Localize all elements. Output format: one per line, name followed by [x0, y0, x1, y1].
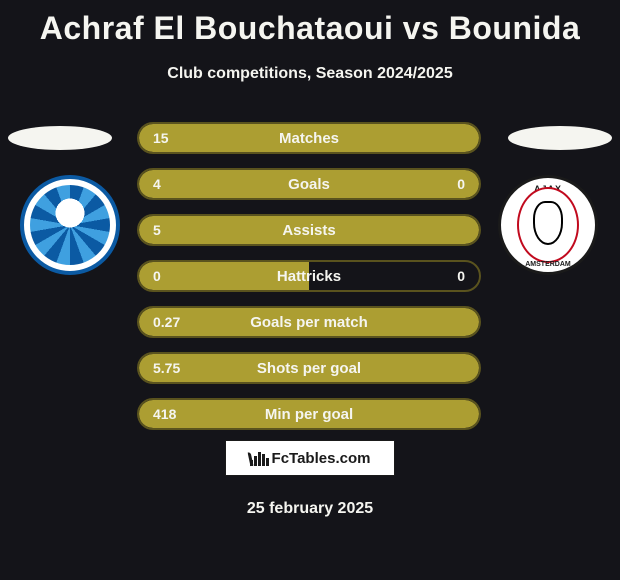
- stat-row: 4Goals0: [137, 168, 481, 200]
- stat-value-left: 418: [153, 406, 176, 422]
- stat-value-left: 0.27: [153, 314, 180, 330]
- eindhoven-badge: [20, 175, 120, 275]
- stat-fill-left: [139, 170, 401, 198]
- club-logo-right: AJAX AMSTERDAM: [498, 175, 598, 275]
- stat-fill-left: [139, 124, 479, 152]
- stat-fill-left: [139, 400, 479, 428]
- stat-fill-left: [139, 354, 479, 382]
- stats-container: 15Matches 4Goals0 5Assists 0Hattricks0 0.27G…: [137, 122, 481, 444]
- stat-value-left: 0: [153, 268, 161, 284]
- stat-row: 5.75Shots per goal: [137, 352, 481, 384]
- stat-fill-left: [139, 262, 309, 290]
- stat-value-right: 0: [457, 268, 465, 284]
- player-head-left: [8, 126, 112, 150]
- stat-value-right: 0: [457, 176, 465, 192]
- stat-fill-left: [139, 308, 479, 336]
- brand-icon: [250, 450, 268, 466]
- stat-row: 0Hattricks0: [137, 260, 481, 292]
- stat-row: 418Min per goal: [137, 398, 481, 430]
- stat-fill-right: [401, 170, 479, 198]
- page-title: Achraf El Bouchataoui vs Bounida: [0, 0, 620, 47]
- date-line: 25 february 2025: [0, 500, 620, 518]
- stat-value-left: 5.75: [153, 360, 180, 376]
- stat-value-left: 5: [153, 222, 161, 238]
- stat-value-left: 4: [153, 176, 161, 192]
- stat-row: 0.27Goals per match: [137, 306, 481, 338]
- subtitle: Club competitions, Season 2024/2025: [0, 65, 620, 83]
- stat-fill-left: [139, 216, 479, 244]
- club-logo-left: [20, 175, 120, 275]
- player-head-right: [508, 126, 612, 150]
- ajax-badge: AJAX AMSTERDAM: [498, 175, 598, 275]
- stat-value-left: 15: [153, 130, 169, 146]
- brand-box: FcTables.com: [225, 440, 395, 476]
- stat-row: 5Assists: [137, 214, 481, 246]
- brand-text: FcTables.com: [272, 450, 371, 467]
- stat-row: 15Matches: [137, 122, 481, 154]
